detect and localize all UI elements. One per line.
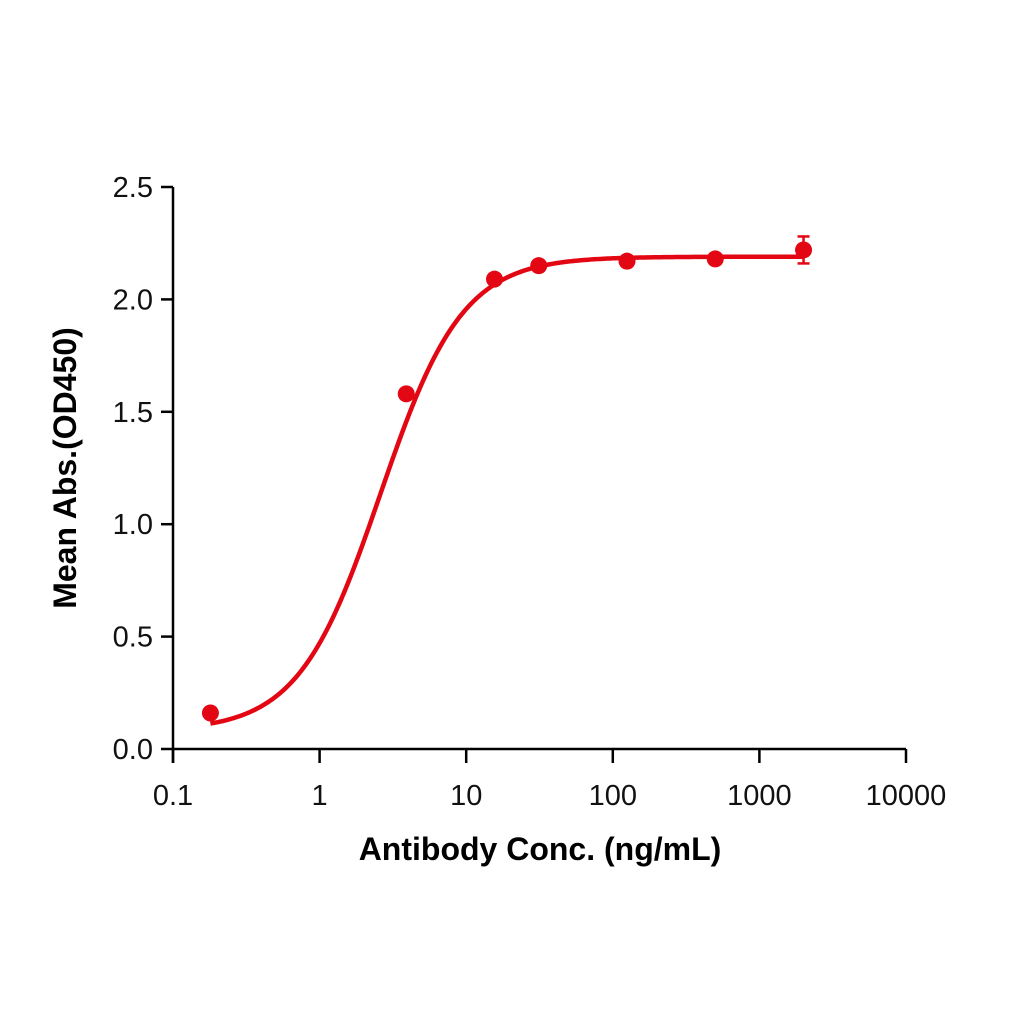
data-points (201, 235, 813, 722)
x-tick-label: 1 (312, 780, 328, 812)
y-tick-label: 0.0 (113, 734, 153, 766)
x-tick-label: 1000 (727, 780, 792, 812)
fit-curve (210, 254, 804, 726)
data-point (486, 270, 504, 288)
data-point (618, 252, 636, 270)
data-point (397, 385, 415, 403)
fit-curve-path (210, 254, 804, 726)
y-tick-label: 1.5 (113, 397, 153, 429)
x-tick-label: 100 (589, 780, 637, 812)
x-tick-label: 0.1 (153, 780, 193, 812)
data-point (795, 241, 813, 259)
data-point (530, 257, 548, 275)
data-point (706, 250, 724, 268)
x-axis-title: Antibody Conc. (ng/mL) (359, 831, 722, 867)
axes: 0.0 0.5 1.0 1.5 2.0 2.5 0.1 1 10 100 1000 10000 (113, 172, 947, 812)
data-point (201, 704, 219, 722)
y-tick-label: 1.0 (113, 509, 153, 541)
y-tick-label: 2.5 (113, 172, 153, 204)
y-axis-title: Mean Abs.(OD450) (47, 327, 83, 609)
x-tick-label: 10 (450, 780, 482, 812)
y-tick-label: 2.0 (113, 284, 153, 316)
y-tick-label: 0.5 (113, 622, 153, 654)
x-tick-label: 10000 (866, 780, 947, 812)
